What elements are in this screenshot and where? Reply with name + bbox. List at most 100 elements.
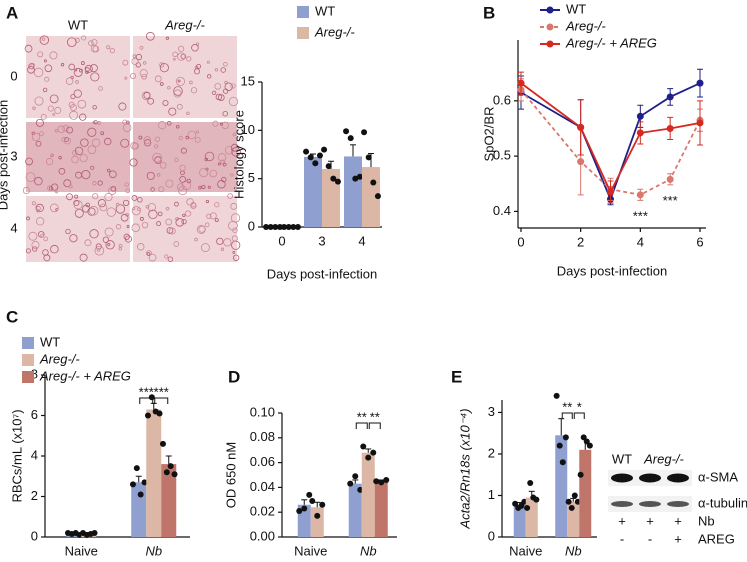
tissue-texture	[168, 227, 176, 235]
data-point	[319, 501, 326, 508]
tissue-texture	[107, 168, 111, 173]
bar	[579, 449, 592, 537]
tissue-texture	[177, 79, 181, 83]
tissue-texture	[39, 131, 44, 137]
tissue-texture	[217, 162, 221, 166]
data-point	[636, 191, 644, 199]
tissue-texture	[224, 145, 234, 155]
tissue-texture	[51, 183, 59, 191]
data-point	[586, 442, 593, 449]
tissue-texture	[89, 229, 99, 239]
tissue-texture	[84, 239, 92, 247]
data-point	[374, 193, 381, 200]
data-point	[163, 469, 170, 476]
tissue-texture	[49, 94, 59, 104]
tissue-texture	[97, 199, 107, 208]
tissue-texture	[222, 110, 228, 117]
x-tick-label: 0	[278, 233, 285, 248]
data-point	[343, 128, 350, 135]
tissue-texture	[28, 231, 38, 241]
data-point	[562, 434, 569, 441]
row-label: 3	[10, 148, 17, 163]
data-point	[141, 479, 148, 486]
data-point	[365, 454, 372, 461]
panel-label: D	[228, 367, 240, 386]
tissue-texture	[167, 256, 174, 262]
series-line	[520, 89, 701, 196]
tissue-texture	[159, 62, 165, 68]
tissue-texture	[35, 118, 44, 127]
tissue-texture	[191, 43, 199, 52]
tissue-texture	[180, 147, 187, 154]
tissue-texture	[156, 221, 162, 227]
data-point	[518, 502, 525, 509]
tissue-texture	[72, 150, 78, 156]
x-tick-label: Naive	[294, 543, 327, 558]
significance-label: **	[370, 409, 380, 424]
tissue-texture	[137, 197, 143, 203]
tissue-texture	[175, 218, 185, 227]
x-tick-label: Naive	[509, 543, 542, 558]
tissue-texture	[209, 169, 218, 178]
legend-label: WT	[315, 3, 335, 18]
tissue-texture	[52, 113, 56, 116]
tissue-texture	[79, 113, 87, 121]
treatment-sign: -	[648, 531, 652, 546]
bar	[374, 481, 388, 537]
tissue-texture	[230, 202, 238, 210]
x-tick-label: Naive	[65, 543, 98, 558]
tissue-texture	[123, 233, 130, 240]
tissue-texture	[33, 67, 44, 78]
data-point	[607, 188, 614, 196]
tissue-texture	[162, 99, 169, 106]
data-point	[577, 471, 584, 478]
tissue-texture	[177, 52, 186, 61]
tissue-texture	[79, 253, 88, 262]
tissue-texture	[228, 96, 239, 107]
significance-label: *	[577, 399, 582, 414]
tissue-texture	[230, 143, 239, 152]
tissue-texture	[92, 181, 97, 186]
tissue-texture	[231, 235, 238, 242]
data-point	[527, 480, 534, 487]
data-point	[334, 178, 341, 185]
tissue-texture	[31, 132, 41, 142]
blot-band-label: α-tubulin	[698, 495, 747, 510]
data-point	[148, 394, 155, 401]
tissue-texture	[69, 234, 78, 243]
data-point	[577, 158, 585, 166]
tissue-texture	[224, 82, 233, 91]
tissue-texture	[178, 45, 185, 52]
treatment-sign: -	[620, 531, 624, 546]
series-line	[520, 82, 701, 195]
y-tick-label: 0.6	[493, 92, 511, 107]
tissue-texture	[204, 151, 215, 162]
treatment-sign: +	[618, 513, 626, 528]
data-point	[290, 224, 297, 230]
tissue-texture	[99, 203, 108, 212]
bar	[161, 464, 177, 537]
x-tick-label: 4	[637, 234, 644, 249]
tissue-texture	[152, 152, 162, 163]
tissue-texture	[39, 35, 50, 45]
tissue-texture	[130, 141, 139, 150]
tissue-texture	[81, 35, 87, 41]
y-tick-label: 2	[31, 488, 38, 503]
tissue-texture	[69, 110, 79, 120]
tissue-texture	[73, 89, 82, 98]
tissue-texture	[90, 165, 95, 170]
data-point	[167, 463, 174, 470]
tissue-texture	[186, 178, 192, 184]
tissue-texture	[91, 138, 101, 147]
tissue-texture	[106, 207, 116, 217]
tissue-texture	[196, 63, 202, 69]
legend-label: Areg-/- + AREG	[39, 368, 131, 383]
tissue-texture	[77, 99, 87, 109]
data-point	[309, 498, 316, 505]
data-point	[365, 154, 372, 161]
tissue-texture	[122, 59, 129, 66]
legend-swatch	[22, 354, 34, 366]
series-line	[520, 82, 701, 202]
tissue-texture	[139, 45, 144, 50]
tissue-texture	[232, 132, 237, 137]
